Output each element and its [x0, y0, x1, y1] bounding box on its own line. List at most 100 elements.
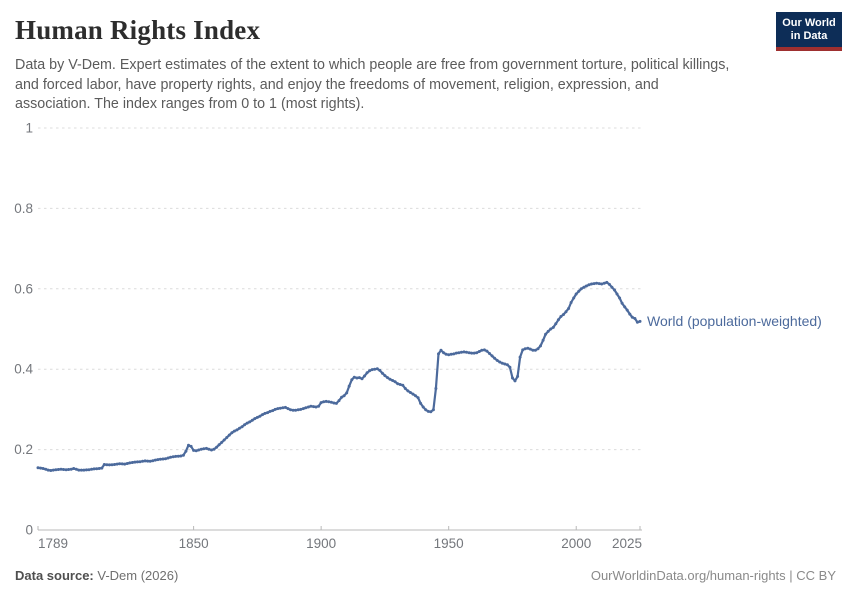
series-point-1954[interactable]: [457, 351, 461, 355]
series-point-1876[interactable]: [258, 414, 262, 418]
series-point-1847[interactable]: [184, 449, 188, 453]
series-point-1903[interactable]: [327, 400, 331, 404]
series-point-1791[interactable]: [41, 467, 45, 470]
series-point-2008[interactable]: [595, 281, 599, 285]
series-point-2000[interactable]: [574, 292, 578, 296]
series-point-1861[interactable]: [220, 440, 224, 444]
series-point-1810[interactable]: [90, 467, 94, 471]
series-point-1942[interactable]: [426, 409, 430, 413]
series-point-1795[interactable]: [51, 468, 55, 472]
series-point-1945[interactable]: [434, 387, 438, 390]
series-point-1906[interactable]: [334, 401, 338, 405]
series-point-2024[interactable]: [635, 320, 639, 324]
series-point-1917[interactable]: [363, 374, 366, 378]
series-point-1837[interactable]: [158, 457, 162, 461]
series-point-1901[interactable]: [322, 400, 326, 404]
series-point-1836[interactable]: [156, 458, 160, 462]
series-point-1820[interactable]: [115, 462, 119, 466]
series-point-1828[interactable]: [136, 460, 139, 464]
series-point-1916[interactable]: [360, 377, 364, 381]
series-point-1815[interactable]: [102, 463, 106, 466]
series-point-1926[interactable]: [386, 376, 389, 380]
series-point-1891[interactable]: [296, 408, 300, 412]
series-point-1800[interactable]: [64, 468, 68, 472]
series-point-1940[interactable]: [421, 405, 425, 409]
series-point-1991[interactable]: [551, 325, 555, 329]
series-point-1850[interactable]: [192, 448, 196, 452]
series-point-1994[interactable]: [559, 315, 563, 318]
series-point-1860[interactable]: [217, 443, 221, 447]
series-point-1814[interactable]: [100, 466, 104, 470]
series-point-1881[interactable]: [271, 409, 275, 413]
series-point-1817[interactable]: [107, 463, 111, 467]
series-point-1895[interactable]: [306, 405, 310, 409]
series-point-1905[interactable]: [332, 401, 336, 405]
series-point-1960[interactable]: [472, 351, 476, 355]
series-point-1959[interactable]: [470, 351, 474, 355]
series-point-1878[interactable]: [263, 411, 267, 415]
series-point-1921[interactable]: [373, 367, 377, 371]
series-point-1995[interactable]: [562, 313, 565, 316]
series-point-1888[interactable]: [289, 408, 292, 412]
series-point-1809[interactable]: [87, 468, 91, 472]
series-point-1937[interactable]: [414, 394, 417, 398]
series-point-1816[interactable]: [105, 463, 109, 467]
series-point-1966[interactable]: [488, 352, 491, 355]
series-point-1957[interactable]: [465, 350, 468, 354]
series-point-2009[interactable]: [597, 282, 601, 286]
series-point-1838[interactable]: [161, 457, 165, 461]
attribution-link[interactable]: OurWorldinData.org/human-rights | CC BY: [590, 568, 836, 583]
series-point-1918[interactable]: [365, 371, 369, 375]
series-point-1890[interactable]: [294, 408, 298, 412]
series-point-1862[interactable]: [222, 438, 226, 442]
series-point-1924[interactable]: [380, 371, 384, 375]
series-point-1854[interactable]: [202, 447, 206, 451]
series-point-2020[interactable]: [625, 308, 629, 312]
series-point-1792[interactable]: [44, 467, 48, 471]
series-point-1977[interactable]: [516, 374, 520, 378]
series-point-1953[interactable]: [454, 351, 458, 355]
series-point-1864[interactable]: [227, 433, 231, 437]
series-point-1986[interactable]: [539, 344, 542, 348]
series-point-1922[interactable]: [375, 367, 379, 371]
series-point-1950[interactable]: [447, 353, 451, 357]
series-point-1962[interactable]: [477, 350, 481, 353]
series-point-1883[interactable]: [276, 407, 280, 411]
series-point-1984[interactable]: [533, 348, 537, 352]
series-point-2021[interactable]: [628, 312, 632, 316]
series-point-1872[interactable]: [248, 420, 252, 424]
series-point-1949[interactable]: [444, 352, 448, 356]
series-point-1877[interactable]: [261, 413, 264, 417]
series-point-1813[interactable]: [97, 467, 101, 470]
series-point-1821[interactable]: [118, 462, 122, 466]
series-point-1865[interactable]: [230, 431, 234, 435]
series-point-2004[interactable]: [584, 284, 588, 288]
series-line-world[interactable]: [36, 281, 642, 472]
series-point-1902[interactable]: [324, 399, 328, 403]
series-point-1851[interactable]: [194, 449, 198, 453]
series-point-1932[interactable]: [401, 383, 405, 387]
series-point-1946[interactable]: [437, 352, 440, 356]
series-point-1826[interactable]: [130, 461, 134, 464]
series-point-1835[interactable]: [153, 458, 157, 462]
series-point-1825[interactable]: [128, 461, 132, 465]
series-point-1856[interactable]: [207, 447, 211, 451]
series-point-1806[interactable]: [79, 468, 83, 472]
series-point-2019[interactable]: [623, 305, 627, 309]
series-point-1933[interactable]: [403, 387, 407, 390]
series-point-1832[interactable]: [146, 459, 150, 463]
series-point-1827[interactable]: [133, 460, 137, 464]
series-point-1927[interactable]: [388, 377, 392, 381]
series-point-2023[interactable]: [633, 317, 637, 320]
series-point-1976[interactable]: [513, 379, 517, 383]
series-point-1796[interactable]: [54, 468, 58, 472]
series-point-1790[interactable]: [39, 466, 43, 470]
series-point-1975[interactable]: [511, 376, 514, 380]
series-point-1807[interactable]: [82, 468, 86, 472]
series-point-1993[interactable]: [556, 318, 560, 322]
series-point-2017[interactable]: [618, 296, 622, 300]
series-point-1834[interactable]: [151, 459, 155, 463]
series-point-1908[interactable]: [340, 395, 344, 399]
series-point-2007[interactable]: [592, 282, 596, 286]
series-point-1934[interactable]: [406, 389, 410, 393]
